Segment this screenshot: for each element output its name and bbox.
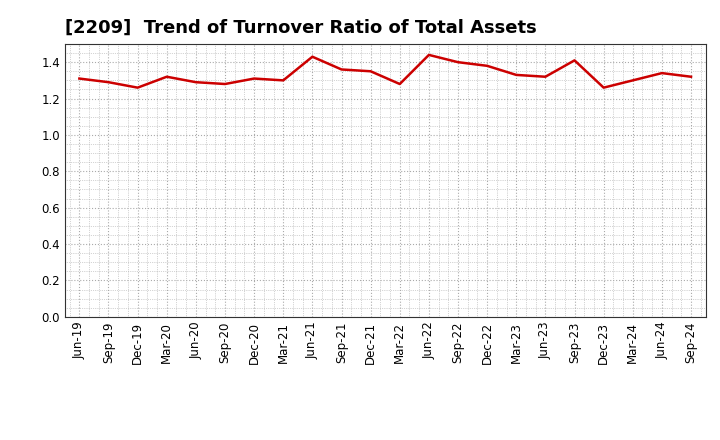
Text: [2209]  Trend of Turnover Ratio of Total Assets: [2209] Trend of Turnover Ratio of Total …	[65, 19, 536, 37]
